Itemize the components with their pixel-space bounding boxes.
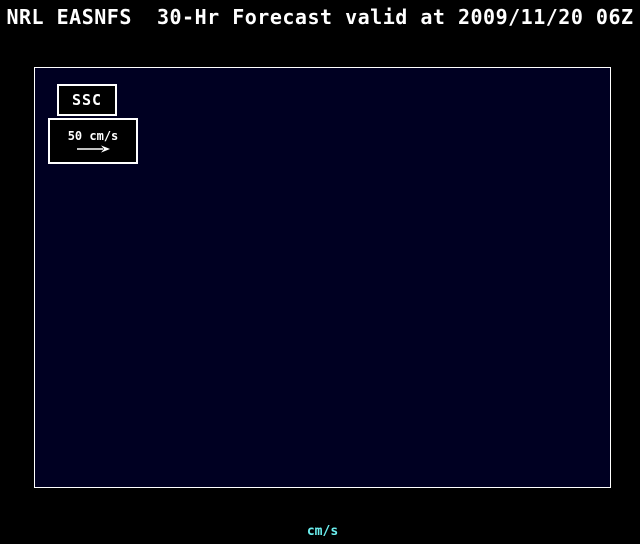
legend-scale-label: 50 cm/s bbox=[67, 128, 119, 143]
colorbar bbox=[35, 489, 610, 505]
colorbar-units: cm/s bbox=[306, 524, 339, 539]
legend-ssc-box: SSC bbox=[57, 84, 117, 116]
map-area: SSC 50 cm/s bbox=[34, 67, 611, 488]
legend-ssc-label: SSC bbox=[71, 91, 103, 109]
page-title: NRL EASNFS 30-Hr Forecast valid at 2009/… bbox=[6, 5, 634, 29]
legend-scale-box: 50 cm/s bbox=[48, 118, 138, 164]
reference-arrow-icon bbox=[77, 144, 110, 153]
